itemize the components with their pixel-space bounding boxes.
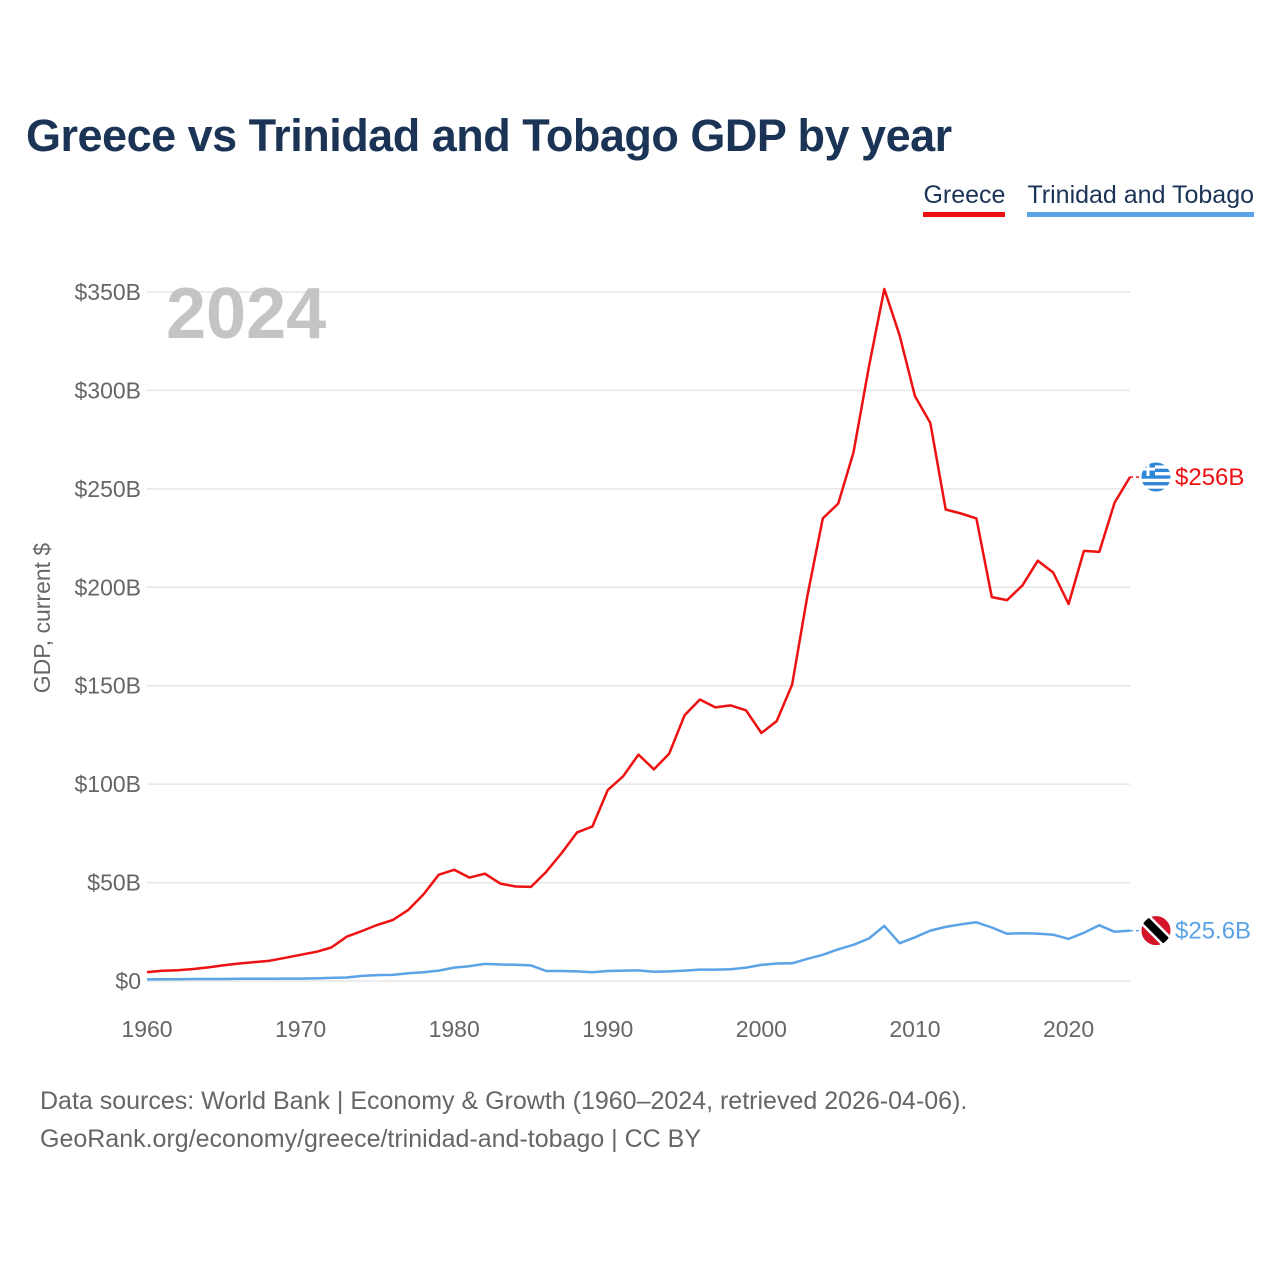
y-axis-title: GDP, current $ [29, 543, 55, 694]
source-url[interactable]: GeoRank.org/economy/greece/trinidad-and-… [40, 1125, 702, 1153]
end-value-label-trinidad-and-tobago: $25.6B [1175, 918, 1251, 945]
x-tick-label: 1970 [275, 1016, 326, 1042]
trinidad-and-tobago-flag-icon [1140, 915, 1172, 947]
series-line-greece[interactable] [146, 287, 1132, 974]
x-tick-label: 2020 [1043, 1016, 1094, 1042]
legend-item-greece[interactable]: Greece [923, 180, 1006, 217]
y-tick-label: $300B [74, 377, 141, 403]
y-tick-label: $50B [87, 870, 141, 896]
grid-lines [147, 291, 1130, 982]
y-tick-label: $200B [74, 574, 141, 600]
legend-item-trinidad-and-tobago[interactable]: Trinidad and Tobago [1027, 180, 1254, 217]
y-tick-label: $250B [74, 476, 141, 502]
series-line-trinidad-and-tobago[interactable] [146, 921, 1131, 981]
footer: Data sources: World Bank | Economy & Gro… [40, 1082, 967, 1158]
series-lines [146, 287, 1132, 981]
year-watermark: 2024 [166, 274, 326, 354]
greece-flag-icon [1140, 461, 1172, 493]
y-axis-ticks: $0 $50B $100B $150B $200B $250B $300B $350B [74, 279, 141, 994]
y-tick-label: $0 [115, 968, 141, 994]
y-tick-label: $350B [74, 279, 141, 305]
x-tick-label: 2000 [736, 1016, 787, 1042]
x-axis-ticks: 1960 1970 1980 1990 2000 2010 2020 [121, 1016, 1094, 1042]
end-markers: $256B $25.6B [1130, 461, 1251, 947]
x-tick-label: 1990 [582, 1016, 633, 1042]
page-title: Greece vs Trinidad and Tobago GDP by yea… [26, 110, 952, 161]
legend: Greece Trinidad and Tobago [923, 180, 1254, 217]
y-tick-label: $100B [74, 771, 141, 797]
end-value-label-greece: $256B [1175, 464, 1244, 491]
y-tick-label: $150B [74, 673, 141, 699]
x-tick-label: 2010 [889, 1016, 940, 1042]
x-tick-label: 1960 [121, 1016, 172, 1042]
x-tick-label: 1980 [429, 1016, 480, 1042]
data-source-note: Data sources: World Bank | Economy & Gro… [40, 1087, 968, 1115]
